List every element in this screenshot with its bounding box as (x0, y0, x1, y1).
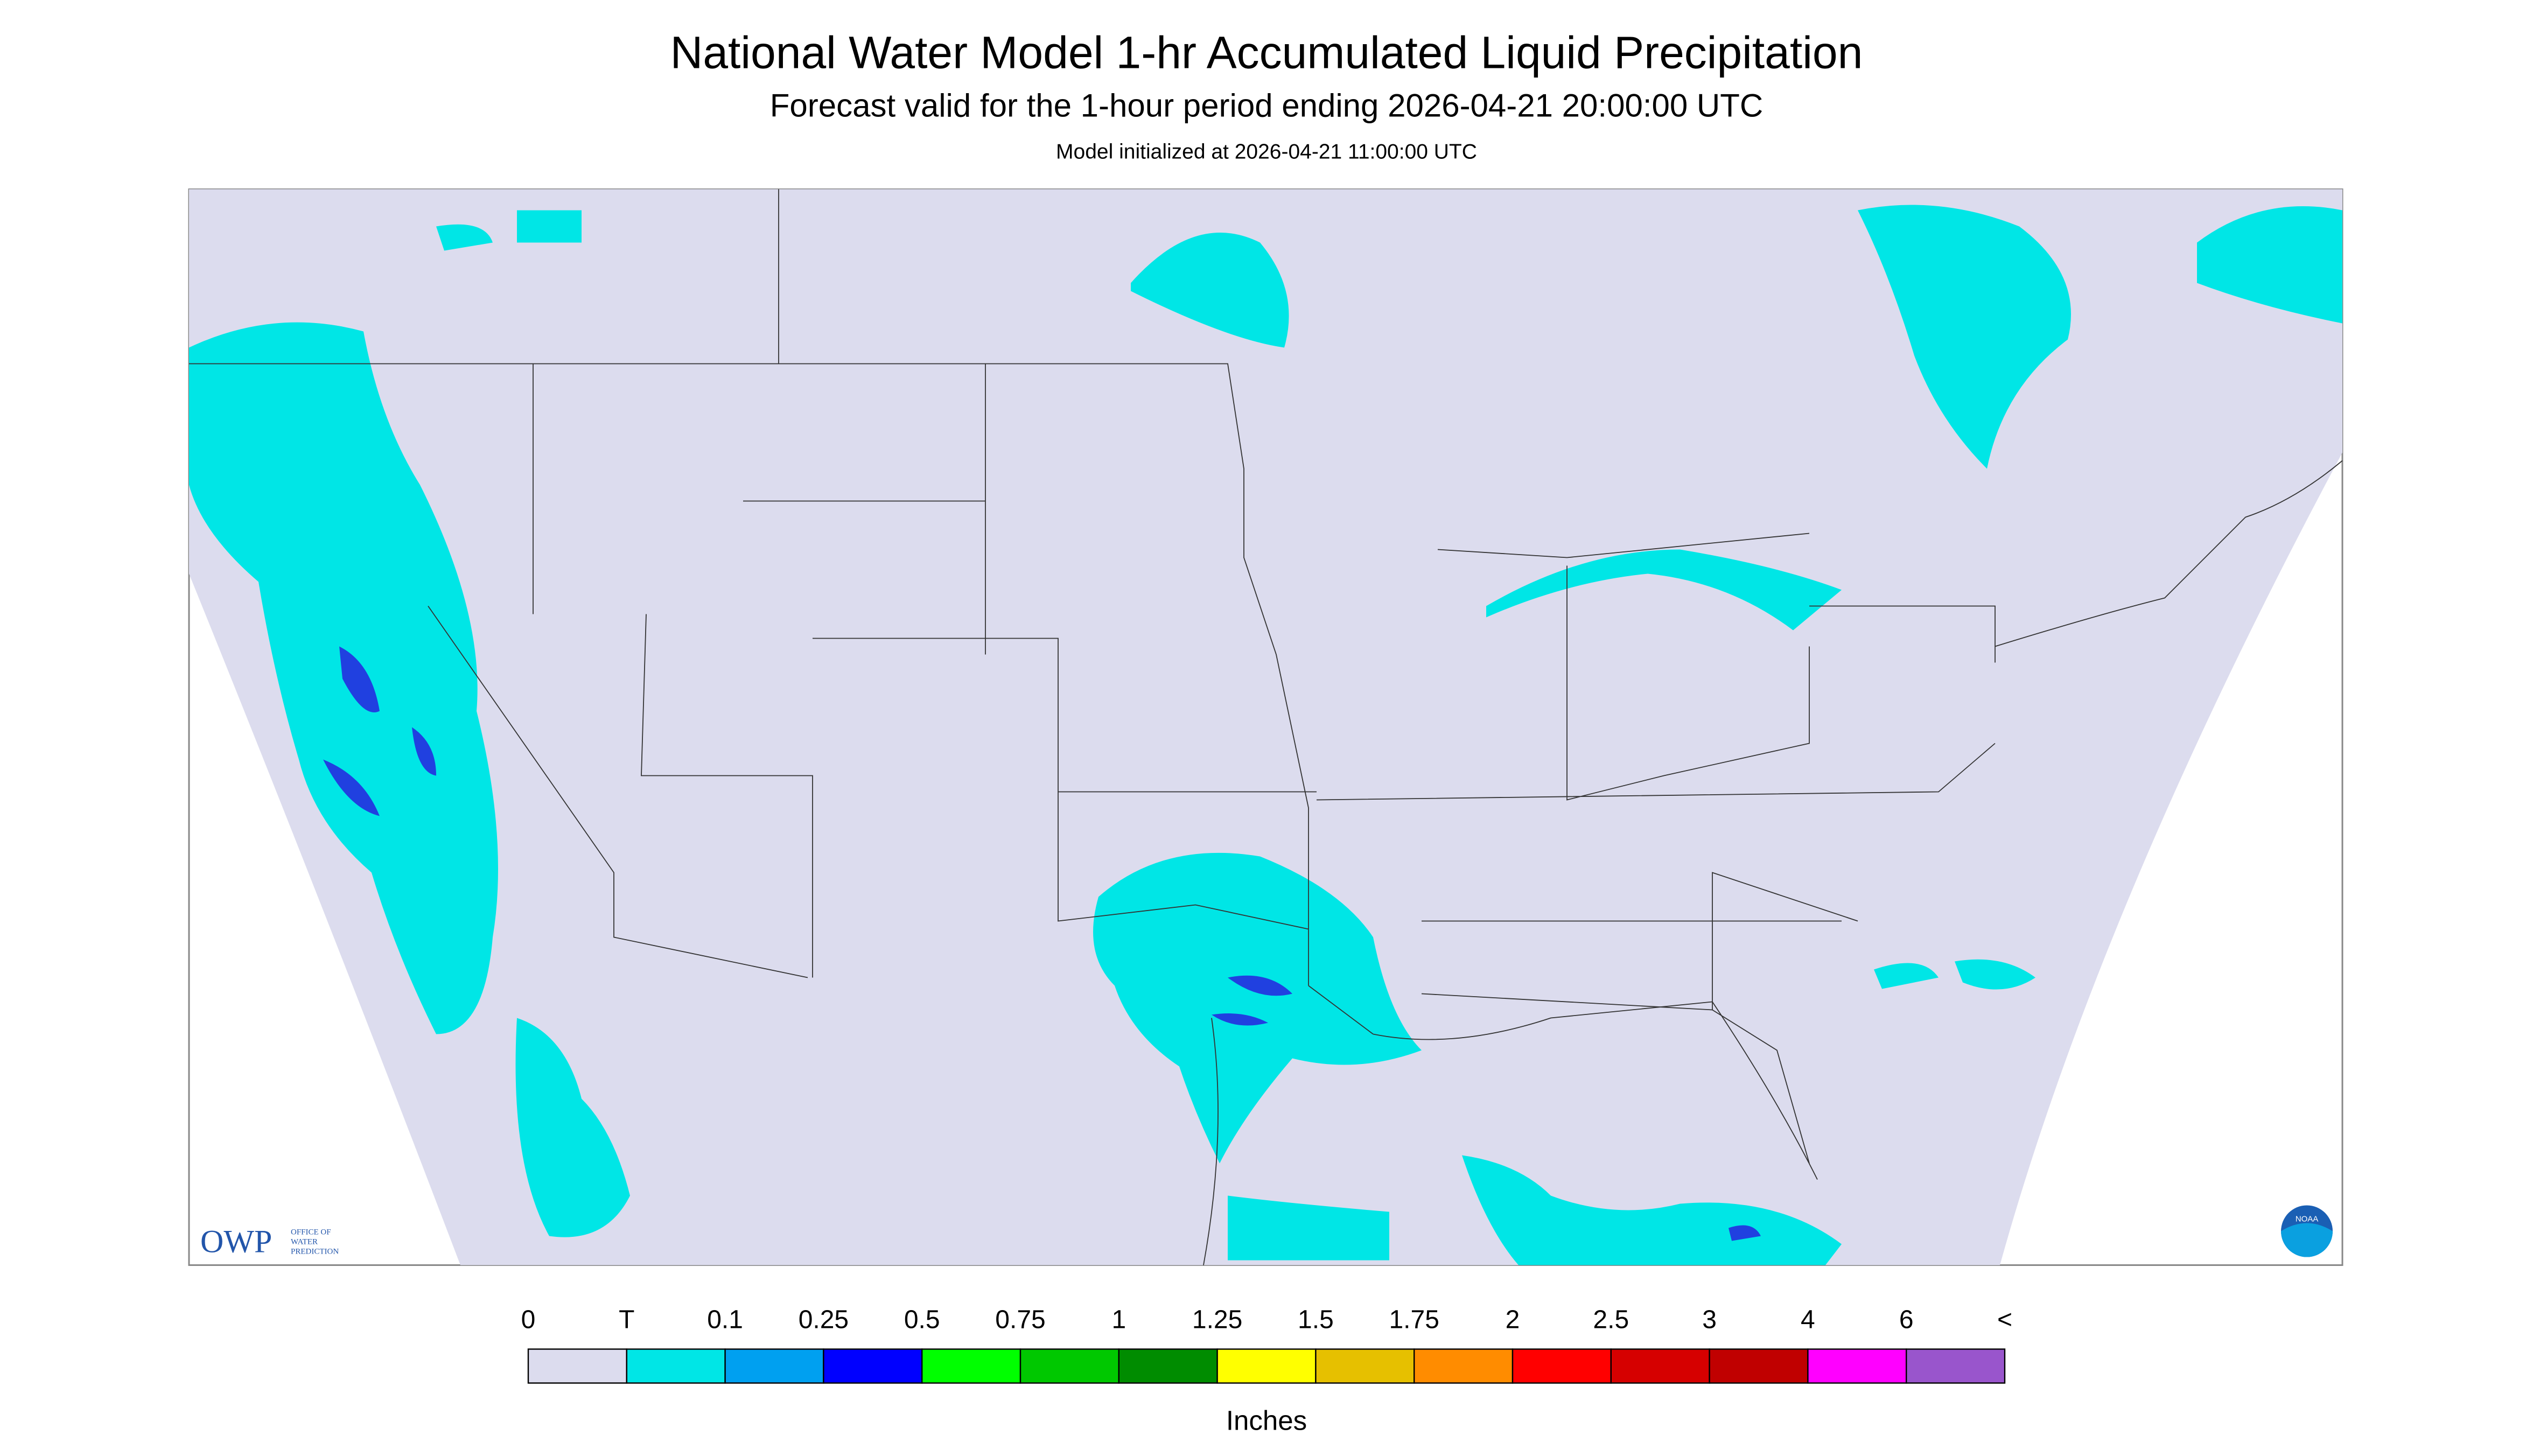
noaa-logo-wave (2281, 1223, 2333, 1257)
boundaries (189, 189, 2343, 1265)
colorbar-label: 0.75 (995, 1306, 1045, 1334)
colorbar-label: 0 (521, 1306, 536, 1334)
colorbar-label: 1.5 (1298, 1306, 1334, 1334)
owp-logo-text: WATER (291, 1238, 318, 1247)
init-time: Model initialized at 2026-04-21 11:00:00… (1056, 141, 1477, 164)
colorbar-label: 1 (1111, 1306, 1126, 1334)
color-swatch (527, 1348, 628, 1384)
colorbar-label: T (619, 1306, 634, 1334)
colorbar-label: 0.25 (799, 1306, 849, 1334)
color-swatch (1414, 1348, 1514, 1384)
colorbar-label: 2 (1506, 1306, 1520, 1334)
colorbar-unit: Inches (1226, 1405, 1307, 1436)
color-swatch (1905, 1348, 2006, 1384)
color-swatch (823, 1348, 923, 1384)
color-swatch (1512, 1348, 1612, 1384)
title: National Water Model 1-hr Accumulated Li… (670, 27, 1863, 78)
colorbar-label: 0.5 (904, 1306, 940, 1334)
colorbar-label: 3 (1702, 1306, 1717, 1334)
owp-logo-text: OFFICE OF (291, 1228, 331, 1237)
color-swatch (1315, 1348, 1415, 1384)
color-swatch (1019, 1348, 1120, 1384)
color-swatch (1216, 1348, 1317, 1384)
color-swatch (921, 1348, 1021, 1384)
colorbar-label: 0.1 (707, 1306, 743, 1334)
colorbar-label: 6 (1899, 1306, 1914, 1334)
color-swatch (724, 1348, 824, 1384)
color-swatch (1118, 1348, 1218, 1384)
model-domain (189, 189, 2342, 1265)
subtitle: Forecast valid for the 1-hour period end… (770, 88, 1763, 124)
colorbar-label: 4 (1801, 1306, 1815, 1334)
colorbar-label: 1.75 (1389, 1306, 1439, 1334)
owp-logo: OWP (200, 1224, 272, 1259)
owp-logo-text: PREDICTION (291, 1248, 339, 1256)
precip-areas (189, 205, 2342, 1265)
map: OWP OFFICE OF WATER PREDICTION NOAA (188, 188, 2343, 1266)
colorbar-label: < (1997, 1306, 2012, 1334)
colorbar-label: 1.25 (1192, 1306, 1242, 1334)
noaa-logo-text: NOAA (2296, 1215, 2319, 1224)
color-swatch (1709, 1348, 1809, 1384)
color-swatch (626, 1348, 726, 1384)
colorbar-label: 2.5 (1593, 1306, 1629, 1334)
color-swatch (1807, 1348, 1907, 1384)
colorbar: 0 T 0.1 0.25 0.5 0.75 1 1.25 1.5 1.75 2 2.5 3 4 6 < (521, 1306, 2012, 1384)
color-swatch (1610, 1348, 1710, 1384)
